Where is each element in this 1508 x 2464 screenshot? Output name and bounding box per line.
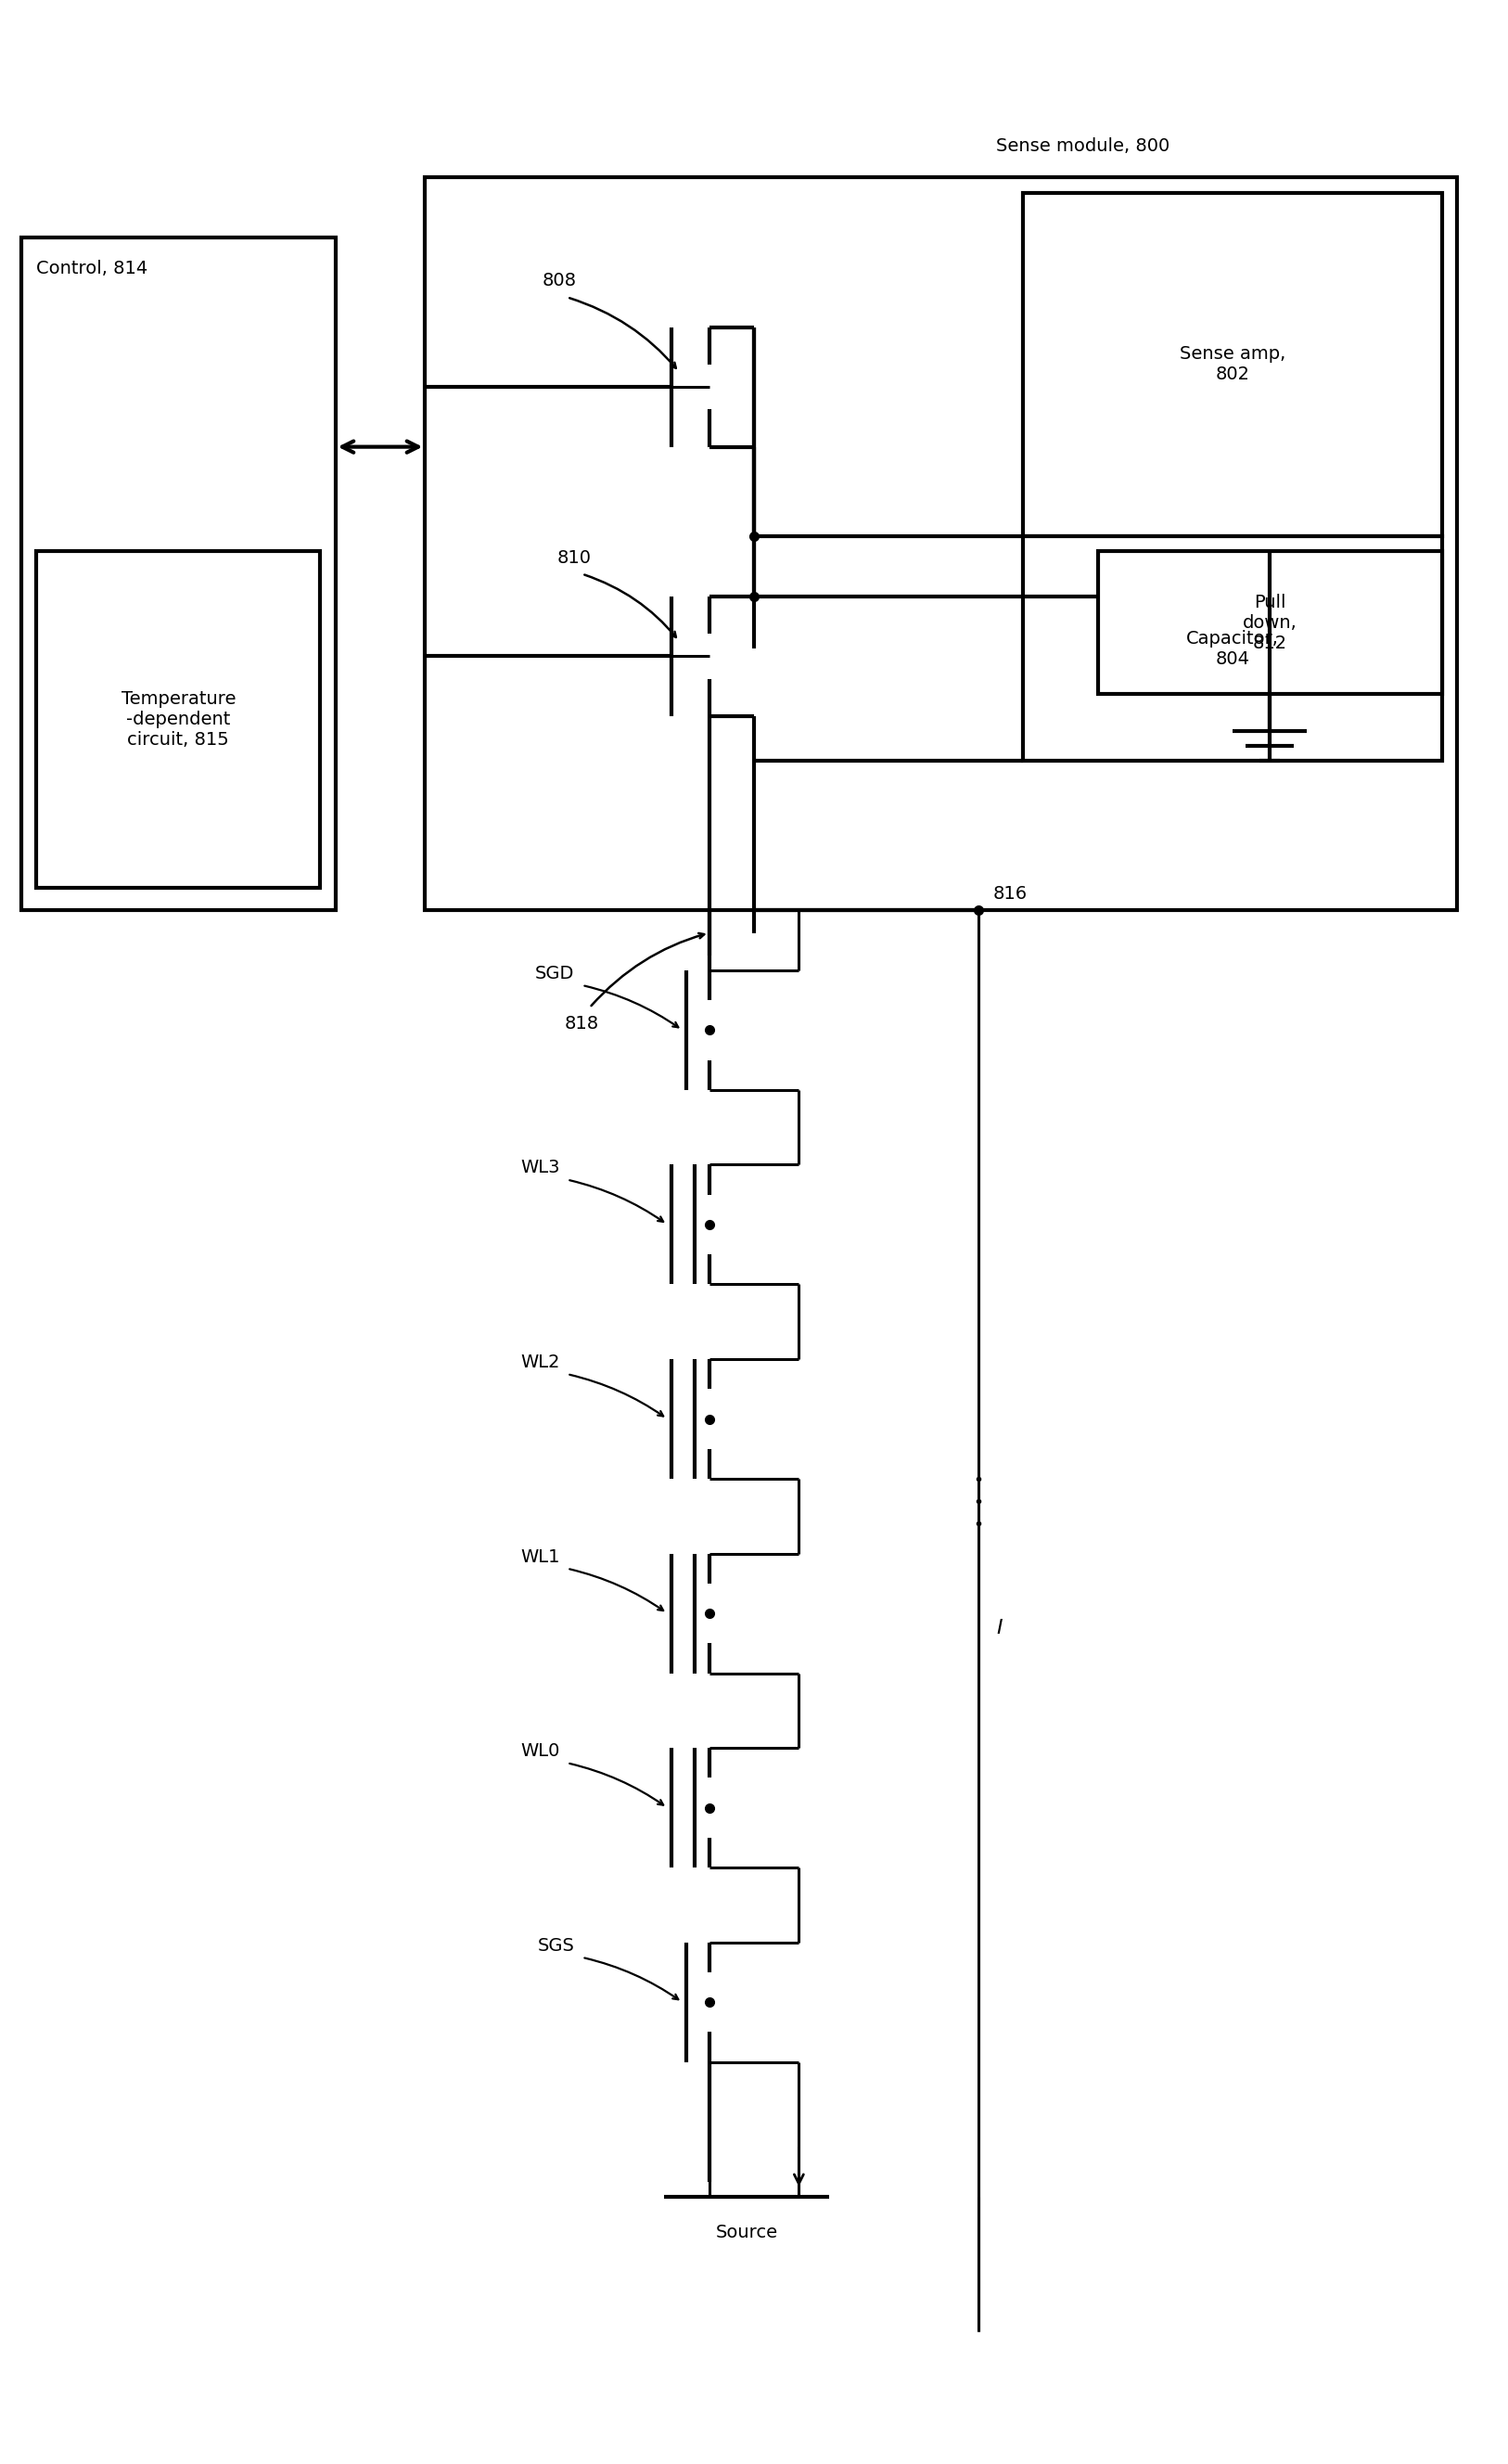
Text: 818: 818 <box>566 1015 599 1032</box>
Text: WL1: WL1 <box>520 1547 559 1565</box>
Text: Sense module, 800: Sense module, 800 <box>997 138 1170 155</box>
Text: WL3: WL3 <box>520 1158 559 1178</box>
Text: Control, 814: Control, 814 <box>36 259 148 278</box>
Text: Source: Source <box>715 2223 778 2242</box>
Bar <box>1098 552 1442 692</box>
Text: Capacitor,
804: Capacitor, 804 <box>1187 631 1279 668</box>
Text: WL2: WL2 <box>520 1353 559 1370</box>
Bar <box>1022 192 1442 537</box>
Text: SGD: SGD <box>535 963 575 983</box>
Text: Pull
down,
812: Pull down, 812 <box>1243 594 1297 653</box>
Text: 810: 810 <box>558 549 591 567</box>
Text: 808: 808 <box>543 271 576 291</box>
Bar <box>21 237 335 912</box>
Text: I: I <box>997 1619 1003 1639</box>
Bar <box>36 552 320 887</box>
Text: Sense amp,
802: Sense amp, 802 <box>1179 345 1285 384</box>
Text: SGS: SGS <box>538 1937 575 1954</box>
Text: WL0: WL0 <box>520 1742 559 1759</box>
Text: Temperature
-dependent
circuit, 815: Temperature -dependent circuit, 815 <box>121 690 235 749</box>
Bar <box>1022 537 1442 761</box>
Text: 816: 816 <box>994 885 1027 902</box>
Bar <box>425 177 1457 912</box>
